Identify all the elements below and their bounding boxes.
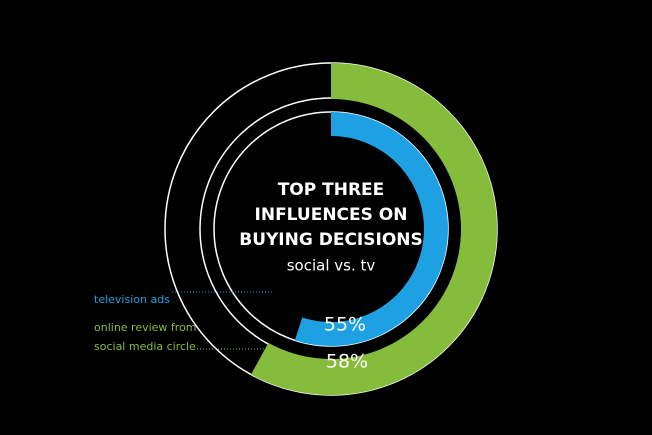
- chart-title: BUYING DECISIONS: [239, 230, 423, 250]
- chart-title: INFLUENCES ON: [255, 205, 408, 225]
- legend-label: television ads: [94, 293, 170, 306]
- ring-bar: [251, 63, 497, 395]
- ring-bar: [294, 112, 448, 346]
- legend-label: online review from social media circle: [94, 321, 197, 353]
- value-label: 55%: [324, 314, 366, 336]
- chart-title: TOP THREE: [278, 180, 385, 200]
- value-label: 58%: [326, 351, 368, 373]
- chart-subtitle: social vs. tv: [287, 257, 376, 275]
